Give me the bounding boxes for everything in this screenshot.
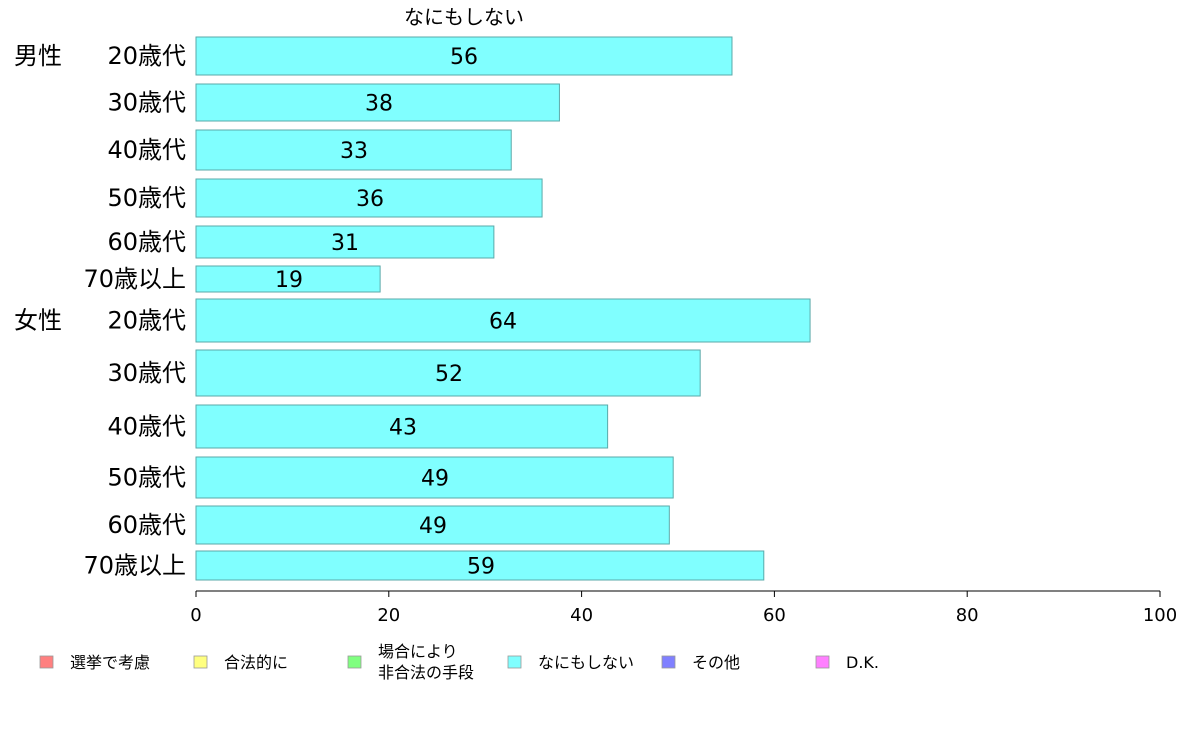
bar-value-label: 43 — [389, 416, 417, 441]
x-axis: 0 20 40 60 80 100 — [190, 590, 1177, 626]
bar — [195, 349, 701, 397]
x-tick-label: 20 — [377, 605, 400, 626]
legend-label: 合法的に — [224, 653, 288, 672]
legend: 選挙で考慮 合法的に 場合により非合法の手段 なにもしない その他 D.K. — [39, 642, 879, 682]
bar — [195, 83, 560, 122]
bar — [195, 225, 495, 259]
bar — [195, 456, 674, 499]
category-label: 60歳代 — [107, 228, 186, 256]
bar-value-label: 49 — [419, 514, 447, 539]
category-label: 40歳代 — [107, 136, 186, 164]
legend-swatch — [39, 655, 54, 669]
bar — [195, 129, 512, 171]
bar — [195, 36, 733, 76]
category-label: 20歳代 — [107, 42, 186, 70]
bar-value-label: 38 — [365, 92, 393, 117]
bar — [195, 550, 765, 581]
bar-value-label: 31 — [331, 231, 359, 256]
category-label: 70歳以上 — [83, 552, 186, 580]
category-label: 50歳代 — [107, 464, 186, 492]
legend-swatch — [815, 655, 830, 669]
x-tick-label: 60 — [763, 605, 786, 626]
bar-value-label: 52 — [435, 362, 463, 387]
bar — [195, 298, 811, 343]
legend-label: なにもしない — [538, 653, 634, 672]
legend-label: 場合により非合法の手段 — [378, 642, 474, 682]
bar — [195, 265, 381, 293]
category-label: 20歳代 — [107, 307, 186, 335]
bar-value-label: 59 — [467, 555, 495, 580]
legend-swatch — [661, 655, 676, 669]
bar — [195, 505, 670, 545]
x-tick-label: 80 — [956, 605, 979, 626]
legend-label: その他 — [692, 653, 740, 672]
bar — [195, 178, 543, 218]
bar-value-label: 19 — [275, 268, 303, 293]
group-label: 女性 — [14, 307, 62, 335]
legend-label: D.K. — [846, 653, 879, 672]
legend-swatch — [507, 655, 522, 669]
bar-value-label: 64 — [489, 310, 517, 335]
x-tick-label: 40 — [570, 605, 593, 626]
bar-value-label: 49 — [421, 467, 449, 492]
chart-title: なにもしない — [404, 5, 524, 29]
category-label: 70歳以上 — [83, 265, 186, 293]
category-label: 60歳代 — [107, 511, 186, 539]
category-label: 40歳代 — [107, 413, 186, 441]
category-label: 30歳代 — [107, 359, 186, 387]
category-label: 50歳代 — [107, 184, 186, 212]
category-label: 30歳代 — [107, 89, 186, 117]
x-tick-label: 0 — [190, 605, 201, 626]
x-tick-label: 100 — [1143, 605, 1177, 626]
bar-value-label: 33 — [340, 139, 368, 164]
legend-swatch — [347, 655, 362, 669]
legend-swatch — [193, 655, 208, 669]
legend-label: 選挙で考慮 — [70, 653, 150, 672]
group-label: 男性 — [14, 42, 62, 70]
bar-value-label: 56 — [450, 45, 478, 70]
bars-layer: 56 20歳代 男性 38 30歳代 33 40歳代 36 50歳代 31 60歳代 19 70歳以上 6… — [14, 36, 811, 581]
bar-value-label: 36 — [356, 187, 384, 212]
bar — [195, 404, 609, 449]
